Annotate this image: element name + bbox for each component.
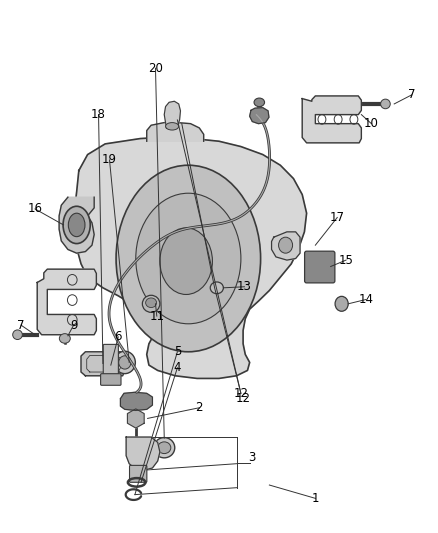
Text: 7: 7 — [17, 319, 25, 332]
Polygon shape — [74, 138, 307, 378]
Ellipse shape — [254, 98, 265, 107]
FancyBboxPatch shape — [130, 465, 147, 482]
Text: 5: 5 — [174, 345, 181, 358]
Ellipse shape — [335, 296, 348, 311]
Text: 19: 19 — [102, 154, 117, 166]
Text: 17: 17 — [330, 211, 345, 224]
Ellipse shape — [142, 295, 160, 312]
Text: 6: 6 — [114, 330, 122, 343]
FancyBboxPatch shape — [103, 344, 118, 376]
Text: 1: 1 — [311, 492, 319, 505]
Ellipse shape — [59, 334, 70, 343]
Ellipse shape — [68, 213, 85, 237]
FancyBboxPatch shape — [304, 251, 335, 283]
Polygon shape — [81, 352, 125, 376]
Text: 14: 14 — [358, 293, 373, 306]
Text: 15: 15 — [339, 254, 353, 266]
Polygon shape — [164, 101, 180, 128]
Text: 10: 10 — [364, 117, 379, 130]
Text: 4: 4 — [173, 361, 181, 374]
Polygon shape — [302, 96, 361, 143]
Ellipse shape — [166, 123, 179, 130]
Text: 12: 12 — [233, 387, 248, 400]
Text: 20: 20 — [148, 62, 163, 75]
Polygon shape — [126, 437, 160, 470]
Ellipse shape — [119, 356, 131, 369]
Text: 11: 11 — [149, 310, 164, 322]
FancyBboxPatch shape — [101, 374, 121, 385]
Polygon shape — [147, 123, 204, 141]
Text: 9: 9 — [70, 319, 78, 332]
Ellipse shape — [145, 298, 156, 308]
Text: 3: 3 — [248, 451, 255, 464]
Polygon shape — [37, 269, 96, 335]
Ellipse shape — [63, 206, 90, 244]
Ellipse shape — [381, 99, 390, 109]
Polygon shape — [272, 232, 300, 260]
Ellipse shape — [13, 330, 22, 340]
Ellipse shape — [154, 438, 175, 458]
Text: 13: 13 — [237, 280, 252, 293]
Ellipse shape — [136, 193, 241, 324]
Polygon shape — [127, 409, 144, 428]
Ellipse shape — [158, 442, 171, 454]
Ellipse shape — [210, 282, 223, 294]
Text: 18: 18 — [91, 108, 106, 121]
Ellipse shape — [114, 351, 135, 374]
Ellipse shape — [160, 228, 212, 294]
Text: 7: 7 — [408, 88, 416, 101]
Polygon shape — [59, 197, 94, 253]
Ellipse shape — [279, 237, 293, 253]
Polygon shape — [250, 108, 269, 124]
Ellipse shape — [116, 165, 261, 352]
Text: 12: 12 — [236, 392, 251, 405]
Text: 16: 16 — [28, 203, 42, 215]
Text: 2: 2 — [195, 401, 203, 414]
Polygon shape — [120, 392, 152, 410]
